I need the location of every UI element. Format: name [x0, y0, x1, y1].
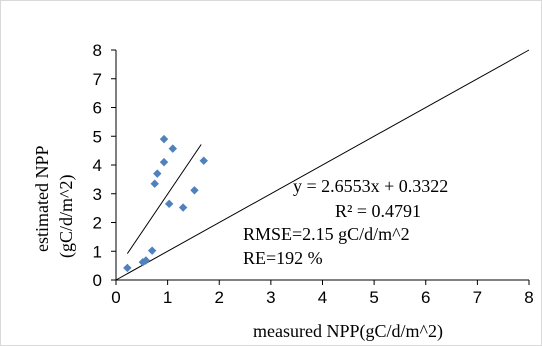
- data-point: [168, 144, 177, 153]
- x-axis-title: measured NPP(gC/d/m^2): [253, 321, 443, 342]
- data-point: [159, 157, 169, 167]
- x-tick-label: 2: [215, 288, 224, 307]
- r-squared-label: R² = 0.4791: [335, 201, 421, 221]
- data-point: [178, 203, 188, 212]
- x-tick-label: 5: [369, 288, 378, 307]
- chart-lines: [115, 49, 530, 281]
- y-tick-label: 2: [93, 214, 102, 233]
- y-tick-label: 6: [93, 99, 102, 118]
- data-point: [147, 246, 157, 255]
- y-tick-label: 1: [93, 242, 102, 261]
- x-tick-label: 6: [421, 288, 430, 307]
- data-point: [159, 134, 169, 144]
- x-tick-label: 0: [111, 288, 120, 307]
- reference-line: [115, 49, 530, 281]
- x-tick-label: 3: [266, 288, 275, 307]
- y-tick-label: 7: [93, 70, 102, 89]
- data-point: [199, 156, 208, 165]
- x-tick-label: 8: [524, 288, 533, 307]
- y-tick-label: 5: [93, 127, 102, 146]
- y-tick-label: 4: [93, 156, 102, 175]
- trendline-equation: y = 2.6553x + 0.3322: [293, 176, 448, 196]
- x-tick-label: 7: [473, 288, 482, 307]
- re-label: RE=192 %: [243, 248, 323, 268]
- y-axis-title-line1: estimated NPP: [32, 146, 52, 253]
- y-axis-title-line2: (gC/d/m^2): [56, 175, 77, 258]
- y-tick-label: 8: [93, 41, 102, 60]
- data-point: [141, 256, 151, 265]
- x-tick-label: 4: [318, 288, 327, 307]
- scatter-points: [123, 134, 208, 273]
- data-point: [153, 169, 162, 178]
- x-tick-label: 1: [163, 288, 172, 307]
- rmse-label: RMSE=2.15 gC/d/m^2: [243, 224, 410, 244]
- data-point: [123, 263, 132, 273]
- trendline: [126, 144, 202, 254]
- axis-ticks: 0 1 2 3 4 5 6 7 8 0 1 2 3 4 5 6 7 8: [93, 41, 534, 307]
- data-point: [164, 199, 174, 209]
- y-tick-label: 3: [93, 185, 102, 204]
- data-point: [190, 186, 199, 195]
- y-tick-label: 0: [93, 271, 102, 290]
- data-point: [150, 179, 159, 188]
